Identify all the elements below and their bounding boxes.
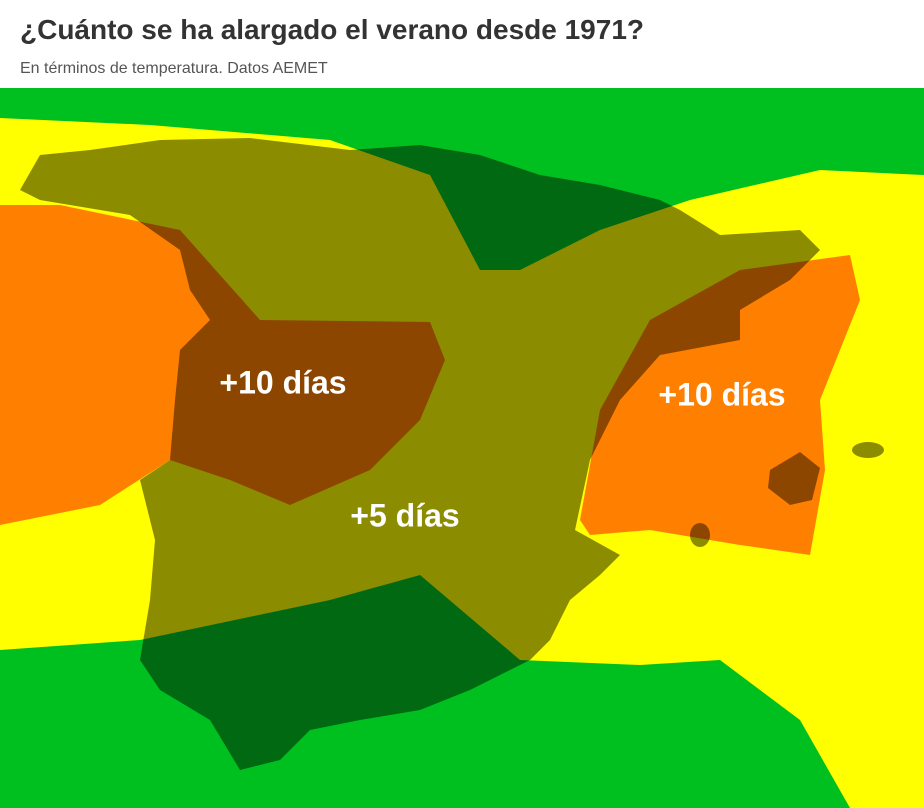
land [20, 138, 884, 770]
subtitle: En términos de temperatura. Datos AEMET [20, 60, 328, 77]
orange-zone [0, 205, 445, 525]
map: +10 días +10 días +5 días [0, 88, 924, 808]
title: ¿Cuánto se ha alargado el verano desde 1… [20, 14, 644, 45]
orange-zone [580, 255, 860, 555]
region-label: +5 días [350, 497, 459, 533]
region-label: +10 días [658, 376, 785, 412]
region-label: +10 días [219, 364, 346, 400]
